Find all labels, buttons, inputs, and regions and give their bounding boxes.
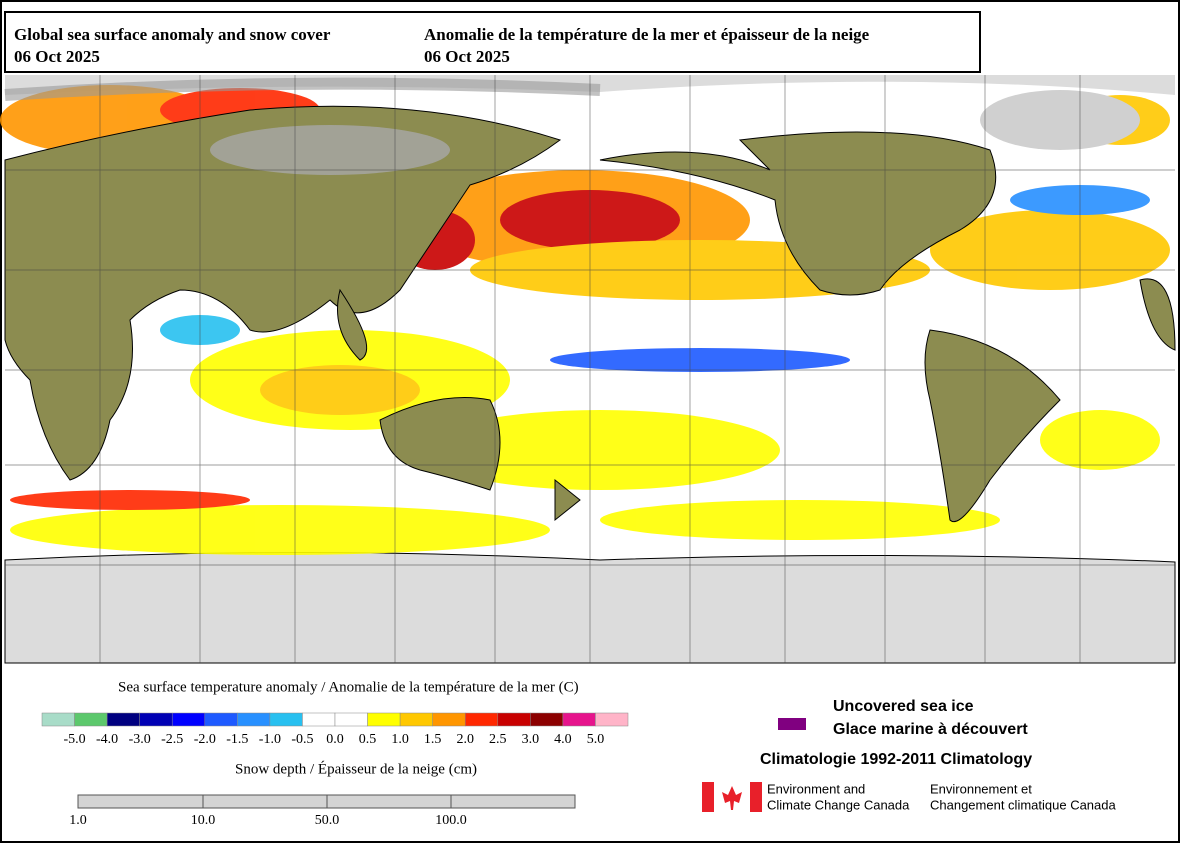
legend-label: -1.0: [259, 732, 281, 747]
agency: Environnement et: [930, 781, 1032, 796]
map: [0, 75, 1176, 664]
legend-label: -3.0: [129, 732, 151, 747]
legend-label: -4.0: [96, 732, 118, 747]
color-swatch: [399, 712, 433, 727]
legend-label: 1.5: [424, 732, 442, 747]
canada-flag: [702, 782, 762, 812]
color-swatch: [171, 712, 206, 727]
color-swatch: [530, 712, 564, 727]
date: 06 Oct 2025: [424, 47, 510, 66]
color-swatch: [41, 712, 75, 727]
legend-label: -2.0: [194, 732, 216, 747]
legend-label: 10.0: [191, 813, 216, 828]
legend-label: -2.5: [161, 732, 183, 747]
legend-label: 3.0: [522, 732, 540, 747]
color-swatch: [497, 712, 531, 727]
color-swatch: [464, 712, 499, 727]
color-swatch: [139, 712, 173, 727]
color-swatch: [237, 712, 271, 727]
legend-label: 0.5: [359, 732, 377, 747]
date: 06 Oct 2025: [14, 47, 100, 66]
sst-legend: -5.0 -4.0 -3.0 -2.5 -2.0 -1.5 -1.0 -0.5 0.0 0.5 1.…: [41, 712, 629, 747]
ice-swatch: [778, 718, 806, 730]
color-swatch: [302, 712, 336, 727]
agency: Climate Change Canada: [767, 797, 910, 812]
legend-label: 2.5: [489, 732, 507, 747]
legend-label: 50.0: [315, 813, 340, 828]
legend-label: -1.5: [226, 732, 248, 747]
climatology: Climatologie 1992-2011 Climatology: [760, 751, 1032, 768]
title: Global sea surface anomaly and snow cove…: [14, 25, 331, 44]
title: Anomalie de la température de la mer et …: [424, 25, 870, 44]
legend-title: Snow depth / Épaisseur de la neige (cm): [235, 760, 477, 777]
color-swatch: [74, 712, 108, 727]
color-swatch: [367, 712, 401, 727]
snow-legend: 1.0 10.0 50.0 100.0: [69, 794, 576, 828]
title-box: [4, 11, 981, 73]
color-swatch: [432, 712, 466, 727]
color-swatch: [106, 712, 140, 727]
color-swatch: [204, 712, 238, 727]
legend-label: 1.0: [69, 813, 87, 828]
ice-label: Glace marine à découvert: [833, 721, 1028, 738]
agency: Environment and: [767, 781, 865, 796]
legend-title: Sea surface temperature anomaly / Anomal…: [118, 679, 579, 695]
color-swatch: [334, 712, 368, 727]
color-swatch: [562, 712, 596, 727]
legend-label: 0.0: [326, 732, 344, 747]
color-swatch: [595, 712, 629, 727]
agency: Changement climatique Canada: [930, 797, 1116, 812]
ice-label: Uncovered sea ice: [833, 698, 974, 715]
legend-label: 2.0: [456, 732, 474, 747]
legend-label: -0.5: [291, 732, 313, 747]
color-swatch: [269, 712, 303, 727]
legend-label: 100.0: [435, 813, 467, 828]
legend-label: 1.0: [391, 732, 409, 747]
legend-label: 4.0: [554, 732, 572, 747]
legend-label: 5.0: [587, 732, 605, 747]
legend-label: -5.0: [63, 732, 85, 747]
